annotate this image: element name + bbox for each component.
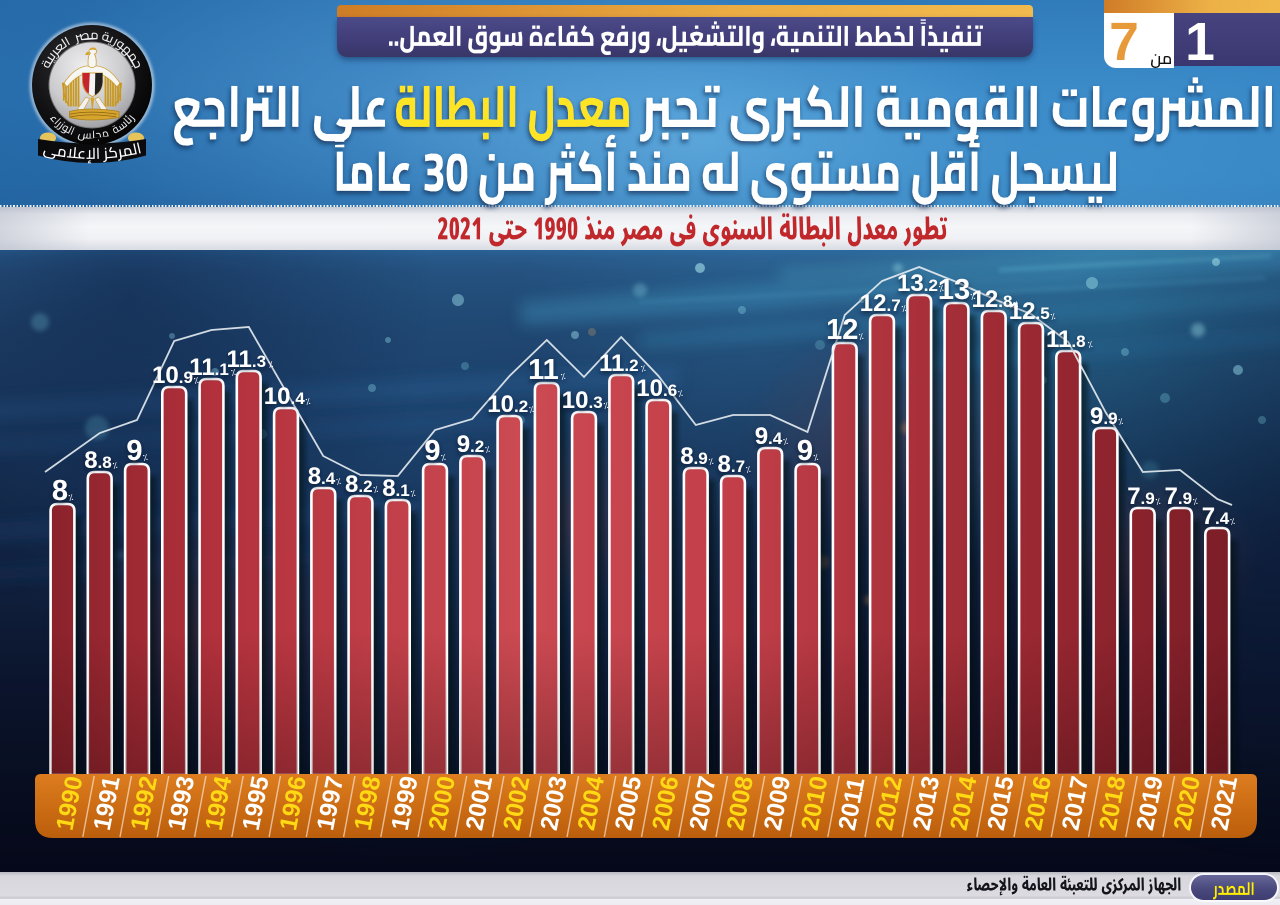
svg-text:9: 9 [126, 435, 142, 467]
svg-text:11.8: 11.8 [1046, 326, 1086, 353]
svg-text:12.5: 12.5 [1009, 298, 1050, 325]
svg-text:8: 8 [52, 475, 68, 507]
svg-text:11: 11 [528, 354, 559, 386]
svg-text:12: 12 [826, 314, 858, 346]
svg-text:9: 9 [424, 435, 440, 467]
svg-text:7.9: 7.9 [1165, 483, 1193, 510]
svg-text:9: 9 [797, 435, 813, 467]
